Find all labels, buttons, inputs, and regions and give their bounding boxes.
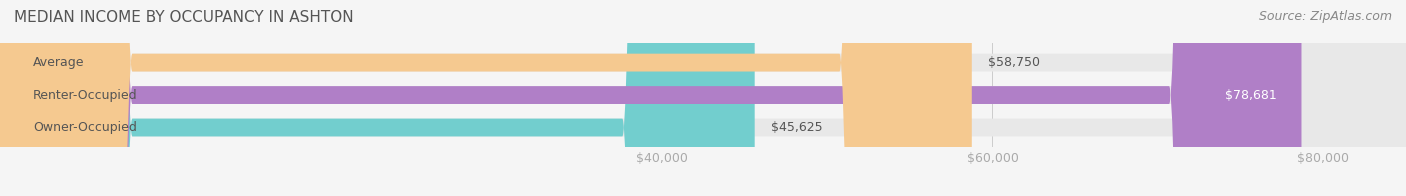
Text: Renter-Occupied: Renter-Occupied <box>34 89 138 102</box>
Text: $78,681: $78,681 <box>1225 89 1277 102</box>
Text: $58,750: $58,750 <box>988 56 1040 69</box>
Text: $45,625: $45,625 <box>772 121 823 134</box>
FancyBboxPatch shape <box>0 0 755 196</box>
Text: MEDIAN INCOME BY OCCUPANCY IN ASHTON: MEDIAN INCOME BY OCCUPANCY IN ASHTON <box>14 10 354 25</box>
Text: Average: Average <box>34 56 84 69</box>
Text: Source: ZipAtlas.com: Source: ZipAtlas.com <box>1258 10 1392 23</box>
FancyBboxPatch shape <box>0 0 972 196</box>
FancyBboxPatch shape <box>0 0 1302 196</box>
Text: Owner-Occupied: Owner-Occupied <box>34 121 136 134</box>
